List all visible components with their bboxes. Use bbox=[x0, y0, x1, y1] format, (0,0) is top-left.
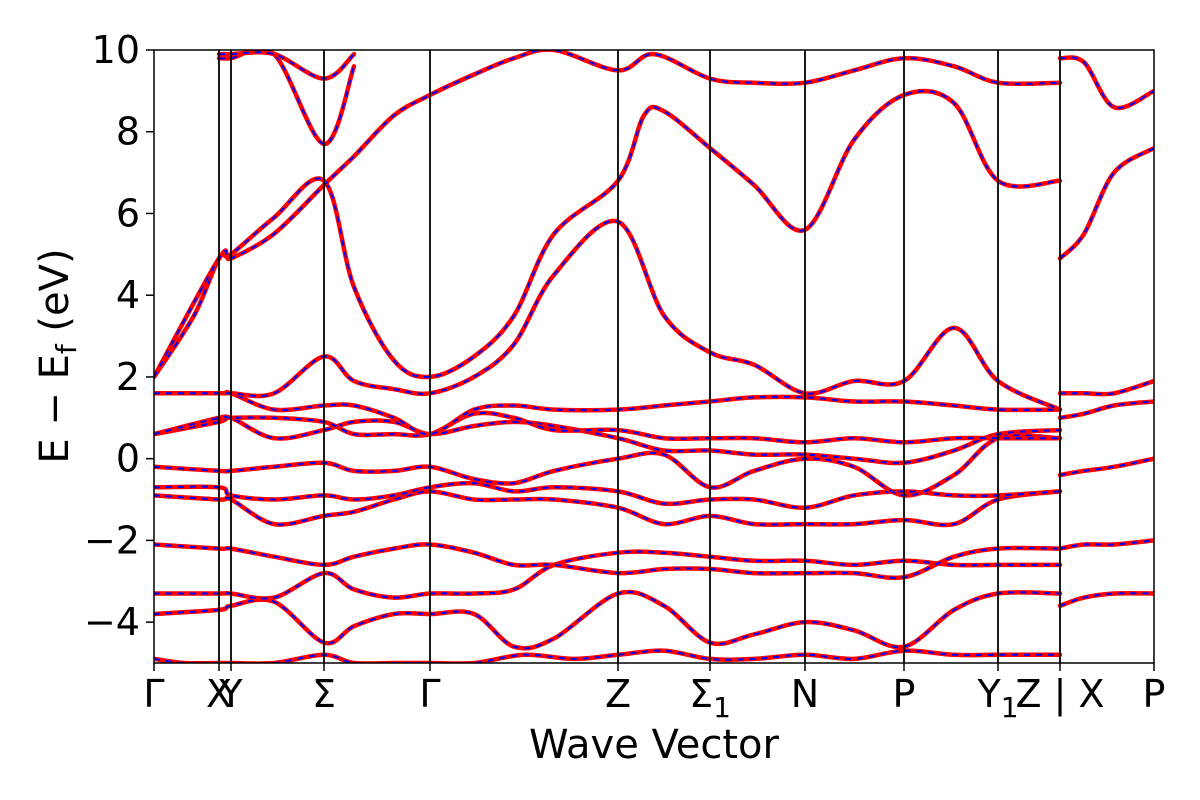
band-line-11 bbox=[154, 218, 1063, 412]
x-tick-label-11: Z | X bbox=[1015, 672, 1104, 717]
x-tick-label-7: Σ1 bbox=[689, 672, 731, 724]
x-tick-label-5: Γ bbox=[419, 672, 440, 716]
band-line-dashed-19 bbox=[1059, 400, 1154, 419]
band-line-22 bbox=[1057, 55, 1154, 111]
band-line-dashed-5 bbox=[154, 490, 1061, 526]
band-line-1 bbox=[154, 648, 1063, 663]
band-line-dashed-15 bbox=[219, 51, 355, 80]
band-line-7 bbox=[154, 433, 1063, 498]
y-tick-label-5: 4 bbox=[116, 273, 140, 317]
band-line-2 bbox=[154, 589, 1063, 651]
y-axis-title: E − Ef (eV) bbox=[32, 248, 83, 463]
x-tick-label-8: N bbox=[791, 672, 819, 716]
x-axis-title: Wave Vector bbox=[529, 722, 780, 768]
band-line-21 bbox=[1057, 145, 1154, 261]
band-line-dashed-8 bbox=[154, 415, 1061, 465]
band-line-dashed-9 bbox=[154, 411, 1060, 444]
band-line-dashed-1 bbox=[154, 649, 1060, 663]
x-tick-label-12: P bbox=[1143, 672, 1166, 716]
band-lines bbox=[154, 50, 1154, 663]
y-axis-title-main: E − E bbox=[32, 354, 78, 464]
band-line-dashed-18 bbox=[1059, 457, 1154, 476]
band-line-dashed-13 bbox=[154, 50, 1061, 378]
band-line-dashed-7 bbox=[154, 434, 1061, 497]
band-line-dashed-2 bbox=[154, 590, 1061, 650]
y-axis: −4 −2 0 2 4 6 8 10 bbox=[84, 28, 154, 644]
band-line-dashed-22 bbox=[1059, 56, 1154, 109]
y-tick-label-1: −4 bbox=[84, 600, 140, 644]
y-tick-label-8: 10 bbox=[92, 28, 140, 72]
band-line-17 bbox=[1057, 538, 1154, 551]
band-line-dashed-17 bbox=[1059, 539, 1154, 550]
y-tick-label-3: 0 bbox=[116, 437, 140, 481]
x-tick-label-9: P bbox=[893, 672, 916, 716]
x-tick-label-10: Y1 bbox=[976, 672, 1018, 724]
x-tick-label-6: Z bbox=[605, 672, 631, 716]
x-tick-label-1: Γ bbox=[143, 672, 164, 716]
band-line-dashed-12 bbox=[154, 90, 1061, 379]
y-tick-label-7: 8 bbox=[116, 110, 140, 154]
y-axis-title-sub: f bbox=[50, 343, 83, 354]
x-tick-label-3: Y bbox=[218, 672, 243, 716]
band-line-13 bbox=[154, 50, 1063, 380]
band-line-12 bbox=[154, 88, 1063, 380]
y-tick-label-6: 6 bbox=[116, 191, 140, 235]
plot-frame bbox=[153, 49, 1155, 664]
x-tick-label-2: X bbox=[206, 672, 232, 716]
band-line-14 bbox=[216, 50, 357, 147]
band-line-dashed-6 bbox=[154, 482, 1061, 509]
y-tick-label-2: −2 bbox=[84, 518, 140, 562]
band-line-dashed-16 bbox=[1059, 592, 1154, 607]
band-line-dashed-14 bbox=[218, 50, 355, 145]
band-line-20 bbox=[1057, 378, 1154, 397]
band-line-dashed-11 bbox=[154, 219, 1061, 411]
band-line-4 bbox=[154, 542, 1063, 581]
band-line-dashed-20 bbox=[1060, 380, 1154, 396]
band-line-dashed-21 bbox=[1059, 147, 1154, 260]
y-tick-label-4: 2 bbox=[116, 355, 140, 399]
band-line-dashed-10 bbox=[154, 391, 1061, 436]
y-axis-title-unit: (eV) bbox=[32, 248, 78, 344]
high-symmetry-lines bbox=[218, 50, 1061, 663]
x-tick-label-4: Σ bbox=[312, 672, 336, 716]
